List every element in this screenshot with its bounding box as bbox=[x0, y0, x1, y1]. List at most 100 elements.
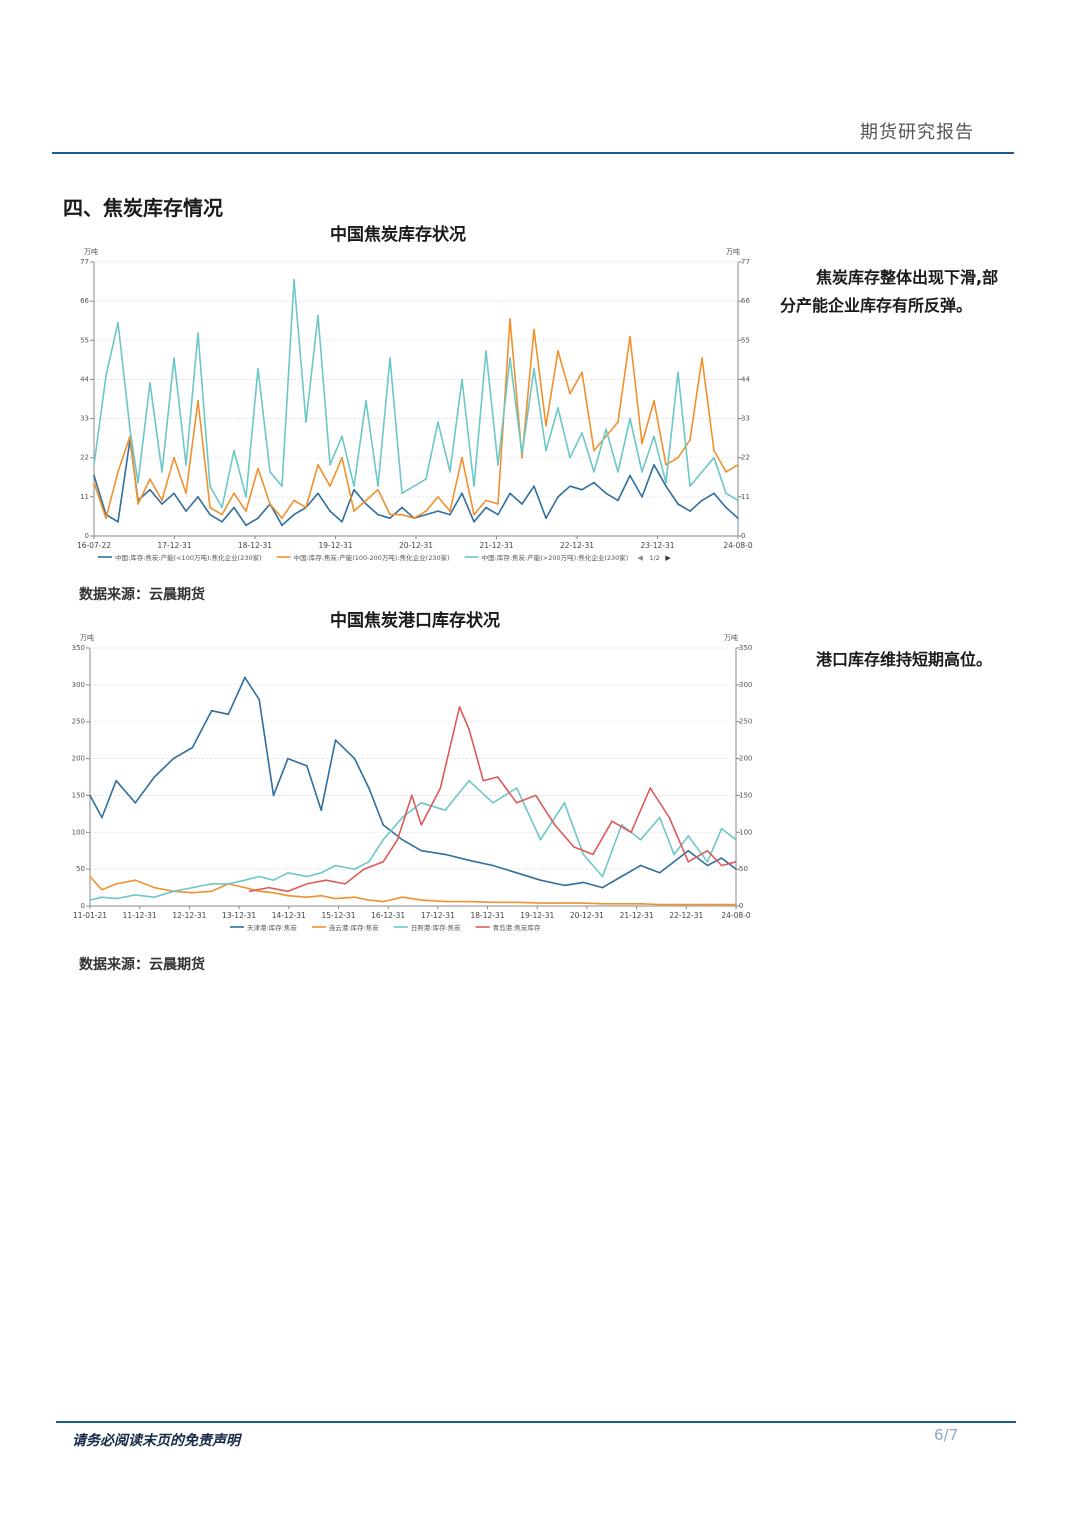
chart-2: 万吨 万吨 0 0 50 50 100 100 150 150 200 200 250 250 300 300… bbox=[72, 633, 753, 932]
y-tick-label-right: 300 bbox=[739, 681, 752, 689]
data-point bbox=[281, 524, 283, 527]
x-tick-label: 24-08-0 bbox=[721, 911, 750, 920]
data-point bbox=[197, 399, 199, 402]
data-point bbox=[687, 835, 690, 837]
data-point bbox=[287, 890, 289, 893]
y-tick-label-right: 22 bbox=[741, 454, 750, 462]
data-point bbox=[401, 896, 404, 898]
data-point bbox=[320, 872, 323, 874]
data-point bbox=[569, 485, 571, 487]
data-point bbox=[368, 899, 370, 901]
data-point bbox=[134, 802, 137, 804]
data-point bbox=[563, 884, 566, 887]
data-point bbox=[363, 868, 365, 870]
data-point bbox=[673, 860, 675, 863]
data-point bbox=[353, 510, 355, 512]
x-tick-label: 24-08-0 bbox=[723, 541, 752, 550]
data-point bbox=[244, 879, 246, 881]
chart-1-title: 中国焦炭库存状况 bbox=[330, 225, 466, 245]
data-point bbox=[545, 424, 547, 427]
data-point bbox=[210, 709, 213, 712]
x-tick-label: 19-12-31 bbox=[318, 541, 352, 550]
data-point bbox=[365, 503, 367, 505]
data-point bbox=[492, 864, 494, 867]
data-point bbox=[137, 481, 139, 484]
y-tick-label-left: 77 bbox=[80, 258, 89, 266]
x-tick-label: 18-12-31 bbox=[238, 541, 272, 550]
unit-label-right: 万吨 bbox=[726, 247, 740, 256]
data-point bbox=[89, 875, 91, 878]
data-point bbox=[620, 902, 623, 905]
data-point bbox=[353, 488, 355, 491]
data-point bbox=[401, 506, 403, 509]
data-point bbox=[197, 332, 199, 334]
data-point bbox=[272, 794, 275, 797]
data-point bbox=[320, 809, 323, 811]
data-point bbox=[382, 824, 385, 826]
data-point bbox=[389, 517, 391, 520]
data-point bbox=[320, 894, 323, 897]
data-point bbox=[377, 488, 379, 491]
data-point bbox=[444, 853, 446, 856]
data-point bbox=[649, 787, 651, 789]
data-point bbox=[515, 872, 518, 874]
data-point bbox=[563, 902, 566, 904]
data-point bbox=[272, 879, 275, 881]
data-point bbox=[149, 488, 151, 491]
data-point bbox=[420, 849, 423, 852]
data-point bbox=[582, 902, 585, 904]
data-point bbox=[306, 883, 308, 885]
data-point bbox=[593, 449, 595, 452]
data-point bbox=[153, 896, 156, 898]
data-point bbox=[185, 510, 187, 512]
x-tick-label: 22-12-31 bbox=[560, 541, 594, 550]
unit-label-left: 万吨 bbox=[80, 633, 94, 642]
data-point bbox=[668, 816, 671, 819]
data-point bbox=[353, 485, 355, 487]
data-point bbox=[461, 456, 463, 459]
data-point bbox=[554, 824, 556, 826]
data-point bbox=[620, 824, 623, 826]
data-point bbox=[658, 816, 661, 819]
data-point bbox=[221, 506, 223, 509]
data-point bbox=[509, 357, 511, 359]
data-point bbox=[639, 838, 642, 841]
chart-1: 万吨 万吨 0 0 11 11 22 22 33 33 44 44 55 55 66 66 77 77 16-07-… bbox=[77, 247, 753, 562]
data-point bbox=[401, 838, 404, 841]
data-point bbox=[677, 371, 679, 374]
data-point bbox=[258, 698, 261, 701]
data-point bbox=[293, 278, 295, 281]
y-tick-label-right: 66 bbox=[741, 297, 750, 305]
data-point bbox=[539, 902, 542, 904]
data-point bbox=[153, 886, 156, 889]
data-point bbox=[545, 449, 547, 452]
y-tick-label-left: 0 bbox=[81, 902, 85, 910]
data-point bbox=[149, 478, 151, 480]
data-point bbox=[521, 453, 523, 455]
data-point bbox=[134, 879, 137, 881]
data-point bbox=[653, 399, 655, 402]
data-point bbox=[227, 883, 230, 885]
data-point bbox=[382, 838, 385, 841]
data-point bbox=[258, 875, 261, 878]
data-point bbox=[687, 903, 690, 906]
data-point bbox=[468, 728, 470, 730]
data-point bbox=[93, 474, 95, 477]
data-point bbox=[173, 456, 175, 459]
unit-label-left: 万吨 bbox=[84, 247, 98, 256]
y-tick-label-left: 0 bbox=[85, 532, 89, 540]
data-point bbox=[444, 900, 446, 903]
data-point bbox=[689, 485, 691, 487]
section-title: 四、焦炭库存情况 bbox=[63, 196, 223, 220]
data-point bbox=[334, 739, 337, 741]
data-point bbox=[601, 875, 604, 878]
data-point bbox=[329, 510, 331, 512]
data-point bbox=[515, 787, 518, 789]
data-point bbox=[533, 367, 535, 370]
x-tick-label: 18-12-31 bbox=[471, 911, 505, 920]
y-tick-label-left: 250 bbox=[72, 718, 85, 726]
data-point bbox=[515, 901, 518, 904]
data-point bbox=[611, 820, 613, 823]
report-header-title: 期货研究报告 bbox=[860, 122, 974, 143]
x-tick-label: 20-12-31 bbox=[399, 541, 433, 550]
